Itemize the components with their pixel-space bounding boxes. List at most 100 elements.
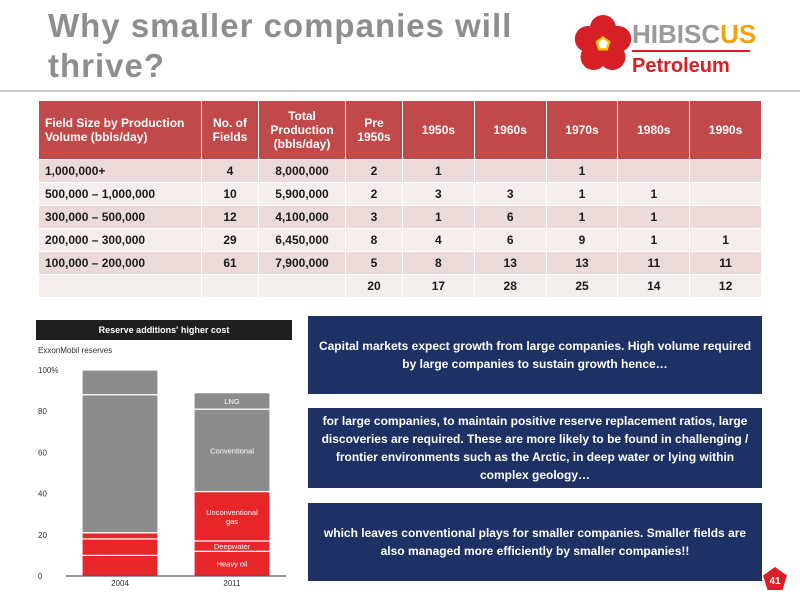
table-cell: 17 <box>402 274 475 298</box>
segment-label: Conventional <box>210 446 254 455</box>
bar-segment <box>81 394 159 534</box>
y-tick-label: 20 <box>38 531 47 540</box>
table-cell: 11 <box>689 251 762 275</box>
table-cell: 14 <box>617 274 691 298</box>
header-field-size: Field Size by Production Volume (bbls/da… <box>38 100 202 160</box>
y-tick-label: 100% <box>38 366 58 375</box>
table-cell: 25 <box>545 274 619 298</box>
table-cell: 5 <box>345 251 403 275</box>
chart-subtitle: ExxonMobil reserves <box>38 346 113 355</box>
table-cell <box>689 205 762 229</box>
table-header-row: Field Size by Production Volume (bbls/da… <box>38 100 762 160</box>
table-cell: 1 <box>617 228 691 252</box>
bar-segment <box>193 408 271 493</box>
y-tick-label: 40 <box>38 490 47 499</box>
table-cell: 2 <box>345 182 403 206</box>
table-cell: 6 <box>473 228 547 252</box>
table-cell: 1 <box>545 159 619 183</box>
table-cell: 1,000,000+ <box>38 159 202 183</box>
table-cell: 12 <box>201 205 259 229</box>
table-cell: 500,000 – 1,000,000 <box>38 182 202 206</box>
table-cell <box>38 274 202 298</box>
bar-segment <box>81 369 159 396</box>
table-cell: 1 <box>617 182 691 206</box>
logo-subtitle: Petroleum <box>632 55 730 77</box>
logo-wordmark: HIBISCUS <box>632 19 757 49</box>
table-cell: 1 <box>545 182 619 206</box>
table-cell <box>617 159 691 183</box>
header-no-fields: No. of Fields <box>201 100 259 160</box>
segment-label: LNG <box>224 397 240 406</box>
text-box-1: Capital markets expect growth from large… <box>308 316 762 394</box>
chart-title: Reserve additions' higher cost <box>36 320 292 340</box>
y-tick-label: 0 <box>38 572 43 581</box>
header-total-production: Total Production (bbls/day) <box>258 100 346 160</box>
x-tick-label: 2004 <box>111 579 129 588</box>
table-cell: 1 <box>402 159 475 183</box>
segment-label: Deepwater <box>214 542 251 551</box>
table-cell: 61 <box>201 251 259 275</box>
header-1960s: 1960s <box>473 100 547 160</box>
bar-segment <box>81 538 159 556</box>
table-cell: 300,000 – 500,000 <box>38 205 202 229</box>
table-cell: 13 <box>473 251 547 275</box>
table-cell: 1 <box>545 205 619 229</box>
table-cell: 11 <box>617 251 691 275</box>
text-box-2: for large companies, to maintain positiv… <box>308 408 762 488</box>
segment-label: Heavy oil <box>217 560 248 569</box>
bar-segment <box>81 554 159 577</box>
table-cell <box>258 274 346 298</box>
table-cell: 9 <box>545 228 619 252</box>
table-row: 100,000 – 200,000 61 7,900,000 5 8 13 13… <box>38 251 762 275</box>
segment-label: Unconventional <box>206 508 258 517</box>
table-cell: 6 <box>473 205 547 229</box>
table-cell: 3 <box>402 182 475 206</box>
table-cell <box>201 274 259 298</box>
table-cell: 4 <box>402 228 475 252</box>
hibiscus-flower-icon <box>574 15 632 70</box>
table-cell: 200,000 – 300,000 <box>38 228 202 252</box>
header-1980s: 1980s <box>617 100 691 160</box>
page-number-badge: 41 <box>763 567 787 590</box>
table-cell: 100,000 – 200,000 <box>38 251 202 275</box>
table-cell: 4 <box>201 159 259 183</box>
table-cell: 4,100,000 <box>258 205 346 229</box>
table-cell: 1 <box>689 228 762 252</box>
table-cell: 8 <box>402 251 475 275</box>
table-cell: 12 <box>689 274 762 298</box>
x-tick-label: 2011 <box>223 579 241 588</box>
table-totals-row: 20 17 28 25 14 12 <box>38 274 762 298</box>
header-pre-1950s: Pre 1950s <box>345 100 403 160</box>
stacked-bar-plot: 0 20 40 60 80 100% 2004 Heavy oil Deepwater Uncon… <box>38 366 286 588</box>
table-cell: 8,000,000 <box>258 159 346 183</box>
table-cell: 3 <box>345 205 403 229</box>
table-cell: 10 <box>201 182 259 206</box>
table-row: 300,000 – 500,000 12 4,100,000 3 1 6 1 1 <box>38 205 762 229</box>
table-row: 1,000,000+ 4 8,000,000 2 1 1 <box>38 159 762 183</box>
table-cell: 6,450,000 <box>258 228 346 252</box>
table-cell <box>689 159 762 183</box>
table-cell: 3 <box>473 182 547 206</box>
table-row: 200,000 – 300,000 29 6,450,000 8 4 6 9 1… <box>38 228 762 252</box>
bar-segment <box>193 392 271 410</box>
header-1950s: 1950s <box>402 100 475 160</box>
table-cell: 13 <box>545 251 619 275</box>
table-cell: 1 <box>402 205 475 229</box>
segment-label: gas <box>226 517 238 526</box>
bar-segment <box>81 532 159 540</box>
page-number: 41 <box>769 576 781 587</box>
slide-title: Why smaller companies will thrive? <box>48 7 513 84</box>
table-cell: 8 <box>345 228 403 252</box>
table-cell: 29 <box>201 228 259 252</box>
title-divider <box>0 90 800 92</box>
reserve-additions-chart: Reserve additions' higher cost ExxonMobi… <box>36 320 292 590</box>
table-cell <box>689 182 762 206</box>
table-cell: 20 <box>345 274 403 298</box>
bar-segment <box>193 490 271 542</box>
table-cell <box>473 159 547 183</box>
header-1990s: 1990s <box>689 100 762 160</box>
table-cell: 28 <box>473 274 547 298</box>
y-tick-label: 60 <box>38 448 47 457</box>
table-cell: 5,900,000 <box>258 182 346 206</box>
header-1970s: 1970s <box>545 100 619 160</box>
